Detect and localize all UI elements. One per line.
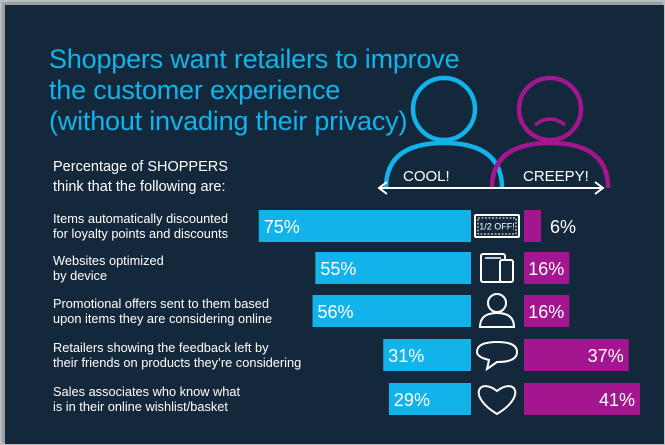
category-label-line: Items automatically discounted — [53, 211, 228, 226]
cool-value-label: 56% — [318, 302, 354, 322]
cool-bar — [388, 383, 471, 415]
infographic-panel: Shoppers want retailers to improve the c… — [5, 5, 664, 444]
creepy-value-label: 41% — [599, 390, 635, 410]
category-label-line: for loyalty points and discounts — [53, 226, 228, 241]
creepy-bar — [524, 339, 629, 371]
title-line-3: (without invading their privacy) — [49, 106, 408, 136]
coupon-text: 1/2 OFF! — [479, 222, 515, 232]
creepy-bar — [524, 295, 570, 327]
category-label-line: Sales associates who know what — [53, 384, 241, 399]
creepy-value-label: 16% — [528, 302, 564, 322]
cool-bar — [315, 252, 471, 284]
cool-bar — [312, 295, 471, 327]
creepy-label: CREEPY! — [523, 168, 589, 185]
cool-value-label: 55% — [320, 259, 356, 279]
creepy-value-label: 37% — [588, 346, 624, 366]
category-label: Retailers showing the feedback left by th… — [53, 340, 301, 370]
creepy-bar — [524, 252, 570, 284]
cool-bar — [383, 339, 471, 371]
category-label-line: by device — [53, 268, 108, 283]
creepy-face-icon — [489, 75, 611, 189]
category-label: Sales associates who know what is in thei… — [53, 384, 240, 414]
cool-value-label: 31% — [388, 346, 424, 366]
category-label-line: Retailers showing the feedback left by — [53, 340, 269, 355]
creepy-bar — [524, 210, 541, 242]
cool-value-label: 75% — [264, 217, 300, 237]
chart-subtitle: Percentage of SHOPPERS think that the fo… — [53, 157, 228, 197]
category-label-line: is in their online wishlist/basket — [53, 399, 228, 414]
heart-icon — [477, 385, 517, 416]
subtitle-line-2: think that the following are: — [53, 179, 226, 195]
category-label-line: Websites optimized — [53, 253, 164, 268]
creepy-value-label: 6% — [550, 217, 576, 237]
coupon-icon: 1/2 OFF! — [474, 214, 520, 238]
category-label: Websites optimized by device — [53, 253, 164, 283]
cool-bar — [258, 210, 471, 242]
cool-value-label: 29% — [394, 390, 430, 410]
diverging-bar-chart: 75% 6% 55% 16% 56% 16% 31% 37% 29% 41% 1/2 OFF! — [258, 75, 641, 416]
speech-bubble-icon — [475, 340, 519, 372]
creepy-bar — [524, 383, 641, 415]
title-line-1: Shoppers want retailers to improve — [49, 44, 460, 74]
category-label-line: Promotional offers sent to them based — [53, 296, 270, 311]
devices-icon — [480, 253, 514, 283]
category-label: Promotional offers sent to them based upo… — [53, 296, 272, 326]
title-line-2: the customer experience — [49, 75, 341, 105]
category-label-line: their friends on products they’re consid… — [53, 355, 302, 370]
cool-label: COOL! — [403, 168, 450, 185]
infographic-title: Shoppers want retailers to improve the c… — [49, 44, 460, 137]
person-icon — [478, 293, 516, 328]
category-label-line: upon items they are considering online — [53, 311, 273, 326]
creepy-value-label: 16% — [528, 259, 564, 279]
subtitle-line-1: Percentage of SHOPPERS — [53, 159, 228, 175]
category-label: Items automatically discounted for loyalt… — [53, 211, 228, 241]
double-arrow-icon — [377, 181, 605, 195]
